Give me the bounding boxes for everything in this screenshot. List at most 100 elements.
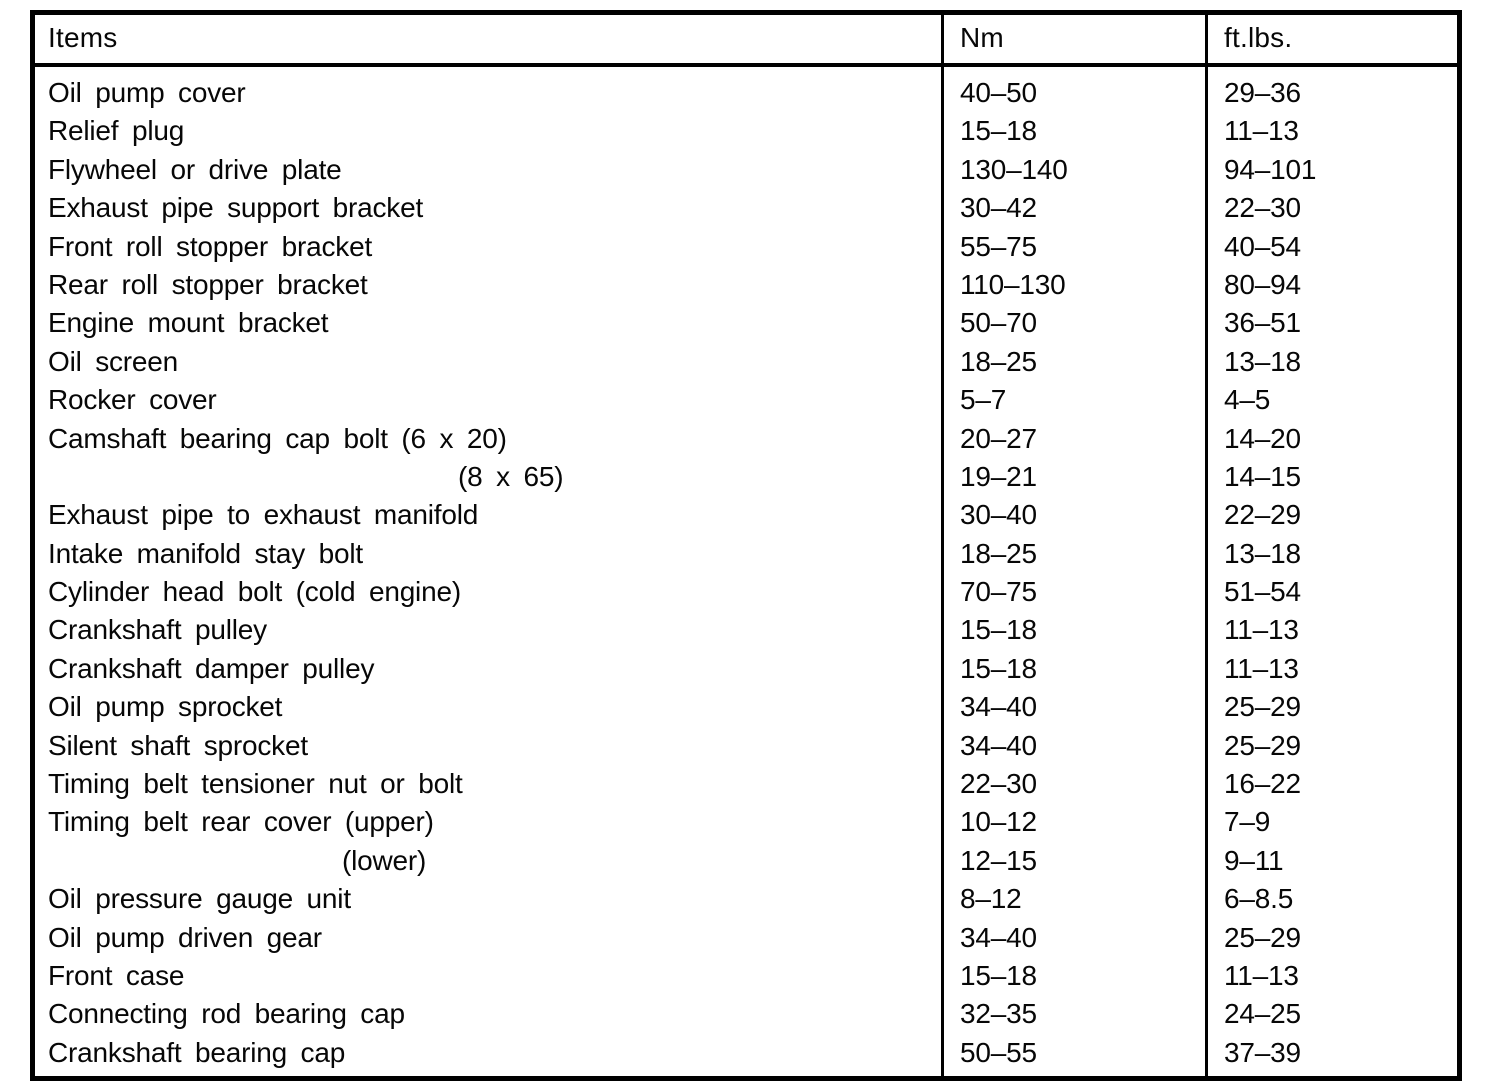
cell-item: Silent shaft sprocket xyxy=(48,729,308,761)
cell-ftlbs: 11–13 xyxy=(1224,614,1299,646)
table-row: Rear roll stopper bracket 110–130 80–94 xyxy=(35,266,1457,304)
table-row: Silent shaft sprocket 34–40 25–29 xyxy=(35,727,1457,765)
table-header-row: Items Nm ft.lbs. xyxy=(35,15,1457,67)
table-row: Crankshaft bearing cap 50–55 37–39 xyxy=(35,1034,1457,1072)
cell-item: Engine mount bracket xyxy=(48,307,329,339)
cell-ftlbs: 11–13 xyxy=(1224,115,1299,147)
cell-nm: 70–75 xyxy=(960,576,1037,608)
cell-item: Camshaft bearing cap bolt (6 x 20) xyxy=(48,422,507,454)
table-body: Oil pump cover 40–50 29–36 Relief plug 15–18… xyxy=(35,67,1457,1076)
table-row: Exhaust pipe to exhaust manifold 30–40 22–… xyxy=(35,496,1457,534)
cell-nm: 34–40 xyxy=(960,729,1037,761)
table-row: Relief plug 15–18 11–13 xyxy=(35,112,1457,150)
table-row: Oil pump driven gear 34–40 25–29 xyxy=(35,919,1457,957)
cell-nm: 22–30 xyxy=(960,768,1037,800)
cell-item: (8 x 65) xyxy=(458,460,564,492)
cell-nm: 8–12 xyxy=(960,883,1022,915)
cell-nm: 110–130 xyxy=(960,268,1066,300)
cell-nm: 5–7 xyxy=(960,384,1007,416)
column-divider-items-nm xyxy=(941,15,944,1077)
table-row: Timing belt rear cover (upper) 10–12 7–9 xyxy=(35,803,1457,841)
table-row: (8 x 65) 19–21 14–15 xyxy=(35,458,1457,496)
table-row: Cylinder head bolt (cold engine) 70–75 51–… xyxy=(35,573,1457,611)
cell-item: Timing belt rear cover (upper) xyxy=(48,806,434,838)
cell-ftlbs: 14–20 xyxy=(1224,422,1301,454)
cell-ftlbs: 14–15 xyxy=(1224,460,1301,492)
cell-ftlbs: 80–94 xyxy=(1224,268,1301,300)
torque-spec-table: Items Nm ft.lbs. Oil pump cover 40–50 29–3… xyxy=(30,10,1462,1082)
table-row: Oil screen 18–25 13–18 xyxy=(35,343,1457,381)
cell-item: Oil pump cover xyxy=(48,77,246,108)
table-row: Exhaust pipe support bracket 30–42 22–30 xyxy=(35,189,1457,227)
cell-ftlbs: 36–51 xyxy=(1224,307,1301,339)
cell-nm: 30–42 xyxy=(960,192,1037,224)
cell-ftlbs: 7–9 xyxy=(1224,806,1271,838)
table-row: Intake manifold stay bolt 18–25 13–18 xyxy=(35,535,1457,573)
cell-ftlbs: 13–18 xyxy=(1224,537,1301,569)
cell-nm: 15–18 xyxy=(960,959,1037,991)
cell-ftlbs: 25–29 xyxy=(1224,921,1301,953)
table-row: Front roll stopper bracket 55–75 40–54 xyxy=(35,228,1457,266)
table-row: Oil pump cover 40–50 29–36 xyxy=(35,74,1457,112)
cell-item: Exhaust pipe to exhaust manifold xyxy=(48,499,479,531)
cell-nm: 20–27 xyxy=(960,422,1037,454)
cell-item: Oil pump sprocket xyxy=(48,691,283,723)
table-row: Rocker cover 5–7 4–5 xyxy=(35,381,1457,419)
cell-nm: 10–12 xyxy=(960,806,1037,838)
cell-nm: 130–140 xyxy=(960,153,1068,185)
cell-item: Front roll stopper bracket xyxy=(48,230,373,262)
cell-item: Flywheel or drive plate xyxy=(48,153,342,185)
cell-nm: 32–35 xyxy=(960,998,1037,1030)
cell-ftlbs: 22–29 xyxy=(1224,499,1301,531)
table-row: Connecting rod bearing cap 32–35 24–25 xyxy=(35,995,1457,1033)
cell-nm: 40–50 xyxy=(960,77,1037,108)
cell-nm: 19–21 xyxy=(960,460,1037,492)
cell-nm: 15–18 xyxy=(960,115,1037,147)
cell-nm: 18–25 xyxy=(960,537,1037,569)
cell-item: Oil screen xyxy=(48,345,179,377)
table-row: Crankshaft pulley 15–18 11–13 xyxy=(35,611,1457,649)
cell-ftlbs: 11–13 xyxy=(1224,652,1299,684)
cell-item: Rocker cover xyxy=(48,384,217,416)
cell-nm: 18–25 xyxy=(960,345,1037,377)
cell-ftlbs: 13–18 xyxy=(1224,345,1301,377)
table-row: Camshaft bearing cap bolt (6 x 20) 20–27 1… xyxy=(35,420,1457,458)
cell-nm: 15–18 xyxy=(960,652,1037,684)
table-row: (lower) 12–15 9–11 xyxy=(35,842,1457,880)
cell-ftlbs: 94–101 xyxy=(1224,153,1317,185)
cell-ftlbs: 11–13 xyxy=(1224,959,1299,991)
cell-nm: 34–40 xyxy=(960,921,1037,953)
cell-ftlbs: 25–29 xyxy=(1224,729,1301,761)
cell-ftlbs: 37–39 xyxy=(1224,1036,1301,1068)
cell-ftlbs: 6–8.5 xyxy=(1224,883,1294,915)
cell-item: Connecting rod bearing cap xyxy=(48,998,405,1030)
cell-item: Cylinder head bolt (cold engine) xyxy=(48,576,461,608)
table-row: Oil pump sprocket 34–40 25–29 xyxy=(35,688,1457,726)
cell-nm: 50–55 xyxy=(960,1036,1037,1068)
cell-ftlbs: 25–29 xyxy=(1224,691,1301,723)
table-row: Front case 15–18 11–13 xyxy=(35,957,1457,995)
table-row: Engine mount bracket 50–70 36–51 xyxy=(35,304,1457,342)
cell-item: (lower) xyxy=(342,844,427,876)
table-row: Timing belt tensioner nut or bolt 22–30 16… xyxy=(35,765,1457,803)
cell-item: Oil pump driven gear xyxy=(48,921,322,953)
cell-nm: 55–75 xyxy=(960,230,1037,262)
cell-item: Exhaust pipe support bracket xyxy=(48,192,424,224)
cell-item: Oil pressure gauge unit xyxy=(48,883,351,915)
column-header-ftlbs: ft.lbs. xyxy=(1224,22,1293,53)
cell-nm: 30–40 xyxy=(960,499,1037,531)
cell-ftlbs: 40–54 xyxy=(1224,230,1301,262)
table-row: Crankshaft damper pulley 15–18 11–13 xyxy=(35,650,1457,688)
cell-item: Timing belt tensioner nut or bolt xyxy=(48,768,463,800)
cell-ftlbs: 22–30 xyxy=(1224,192,1301,224)
cell-item: Front case xyxy=(48,959,185,991)
cell-ftlbs: 51–54 xyxy=(1224,576,1301,608)
cell-item: Crankshaft pulley xyxy=(48,614,267,646)
cell-item: Crankshaft bearing cap xyxy=(48,1036,346,1068)
cell-ftlbs: 29–36 xyxy=(1224,77,1301,108)
cell-item: Intake manifold stay bolt xyxy=(48,537,363,569)
column-divider-nm-ftlbs xyxy=(1205,15,1208,1077)
cell-nm: 12–15 xyxy=(960,844,1037,876)
cell-ftlbs: 16–22 xyxy=(1224,768,1301,800)
